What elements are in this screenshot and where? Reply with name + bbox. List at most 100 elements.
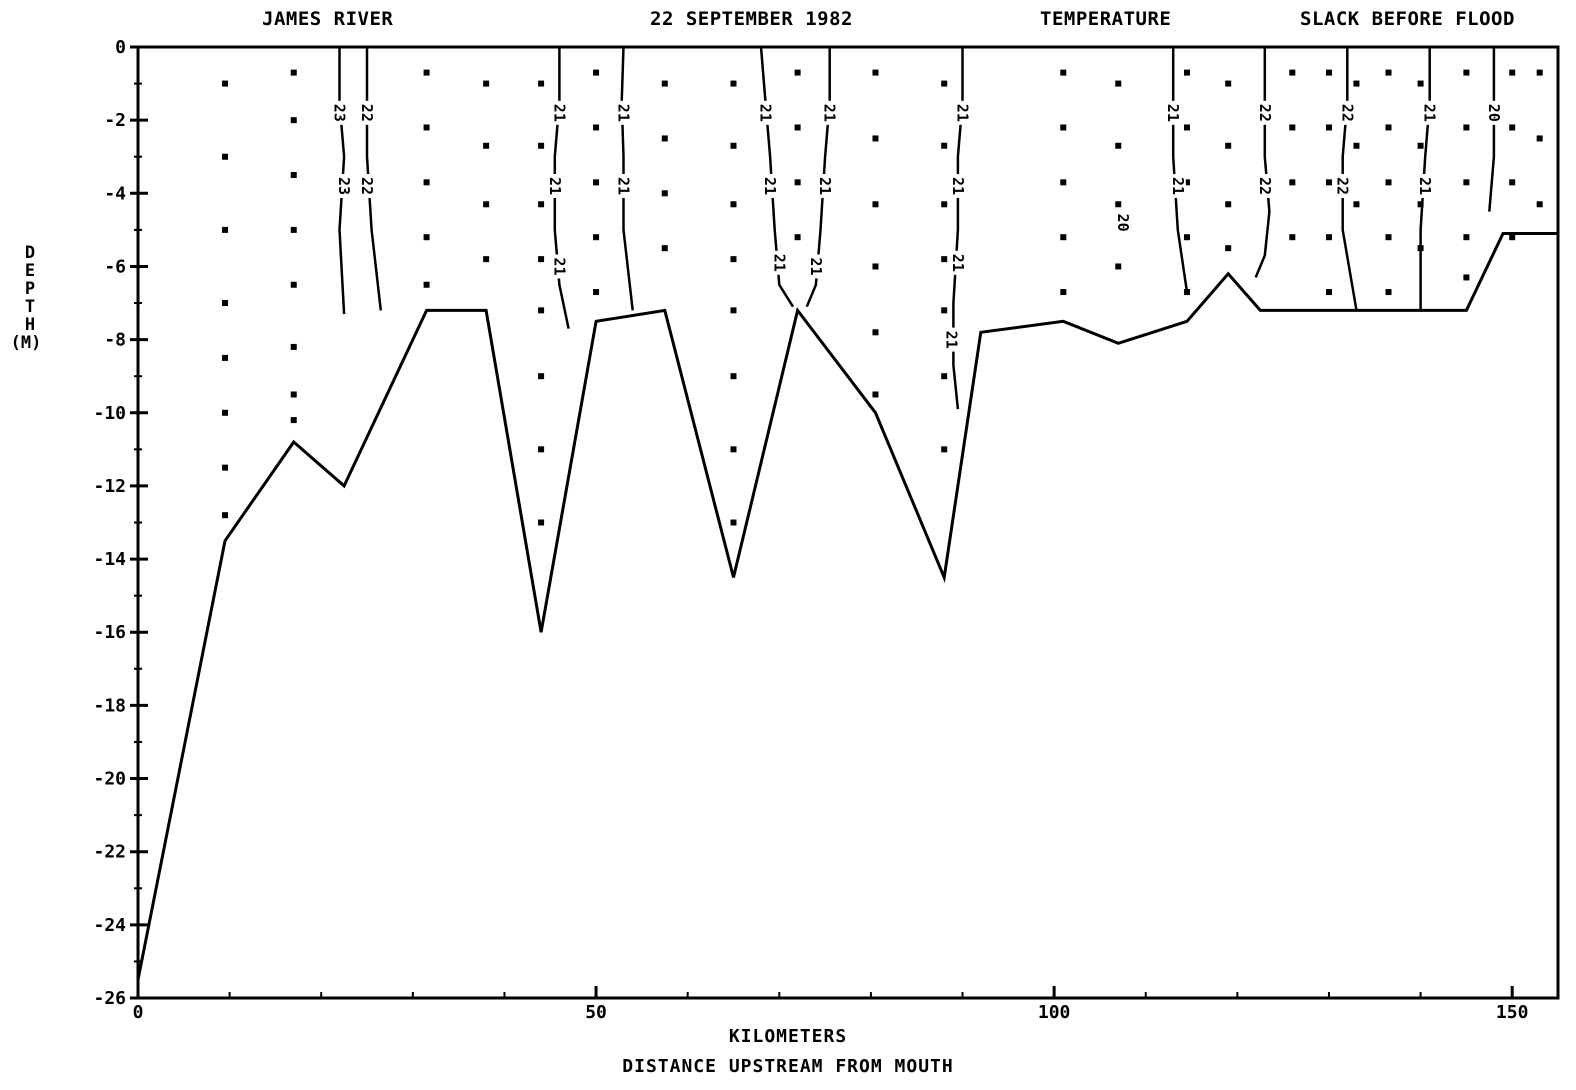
sample-point [1289, 69, 1296, 76]
contour-label-group: 21 [615, 173, 633, 198]
contour-label: 22 [1256, 177, 1274, 195]
sample-point [290, 417, 297, 424]
sample-point [730, 307, 737, 314]
sample-point [423, 179, 430, 186]
contour-label-group: 21 [816, 173, 834, 198]
x-axis-label: KILOMETERS [728, 1026, 848, 1047]
sample-point [1225, 245, 1232, 252]
contour-label-group: 22 [1334, 173, 1352, 198]
sample-point [1183, 124, 1190, 131]
sample-point [1060, 69, 1067, 76]
contour-label-bg [551, 100, 568, 125]
x-tick-label: 0 [133, 1002, 144, 1023]
sample-point [538, 307, 545, 314]
sample-point [1509, 69, 1516, 76]
y-axis-letter: D [24, 243, 36, 263]
contour-label: 21 [1416, 177, 1434, 195]
contour-label: 21 [949, 177, 967, 195]
y-tick-label: -14 [93, 549, 126, 570]
contour-label-group: 20 [1114, 210, 1132, 235]
sample-point [538, 80, 545, 87]
sample-point [1225, 201, 1232, 208]
y-tick-label: -2 [104, 110, 126, 131]
y-axis-letter: P [24, 279, 36, 299]
sample-point [222, 226, 229, 233]
contour-label: 21 [550, 104, 568, 122]
contour-label: 21 [943, 331, 961, 349]
sample-point [423, 234, 430, 241]
sample-point [1536, 201, 1543, 208]
y-tick-label: -26 [93, 988, 126, 1009]
sample-point [1353, 142, 1360, 149]
contour-label-group: 21 [949, 250, 967, 275]
sample-point [290, 172, 297, 179]
sample-point [483, 80, 490, 87]
contour-label-bg [762, 173, 779, 198]
y-tick-label: -20 [93, 769, 126, 790]
contour-label-group: 22 [1338, 100, 1356, 125]
contour-label-bg [1421, 100, 1438, 125]
y-tick-label: -24 [93, 915, 126, 936]
sample-point [1509, 124, 1516, 131]
contour-label: 22 [1338, 104, 1356, 122]
sample-point [941, 373, 948, 380]
sample-point [1325, 234, 1332, 241]
contour-label: 23 [335, 177, 353, 195]
contour-label-bg [359, 173, 376, 198]
contour-label: 21 [546, 177, 564, 195]
header-river-name: JAMES RIVER [262, 8, 394, 30]
sample-point [1417, 142, 1424, 149]
contour-label: 22 [358, 104, 376, 122]
contour-label: 22 [1334, 177, 1352, 195]
sample-point [730, 201, 737, 208]
sample-point [661, 80, 668, 87]
contour-label-group: 21 [550, 254, 568, 279]
sample-point [538, 446, 545, 453]
sample-point [1325, 289, 1332, 296]
x-axis-sublabel: DISTANCE UPSTREAM FROM MOUTH [622, 1056, 954, 1077]
contour-label-bg [546, 173, 563, 198]
sample-point [593, 124, 600, 131]
sample-point [941, 80, 948, 87]
y-tick-label: -6 [104, 256, 126, 277]
y-axis-letter: T [24, 297, 36, 317]
contour-label-bg [1114, 210, 1131, 235]
contour-label: 21 [615, 177, 633, 195]
y-tick-label: -18 [93, 695, 126, 716]
sample-point [1289, 179, 1296, 186]
sample-point [794, 179, 801, 186]
contour-label-group: 21 [615, 100, 633, 125]
contour-label-group: 21 [1164, 100, 1182, 125]
contour-label: 21 [1169, 177, 1187, 195]
sample-point [290, 391, 297, 398]
sample-point [483, 256, 490, 263]
contour-label-group: 23 [335, 173, 353, 198]
sample-point [730, 80, 737, 87]
sample-point [593, 179, 600, 186]
contour-label-bg [1256, 100, 1273, 125]
sample-point [1536, 69, 1543, 76]
sample-point [872, 263, 879, 270]
contour-label: 23 [331, 104, 349, 122]
isotherm-line [1171, 47, 1189, 293]
contour-label-group: 21 [807, 254, 825, 279]
sample-point [1289, 124, 1296, 131]
sample-point [941, 307, 948, 314]
sample-point [290, 226, 297, 233]
sample-point [730, 256, 737, 263]
contour-label: 21 [770, 254, 788, 272]
contour-label-bg [1485, 100, 1502, 125]
contour-label-bg [949, 173, 966, 198]
sample-point [538, 142, 545, 149]
y-tick-label: -10 [93, 403, 126, 424]
sample-point [872, 329, 879, 336]
contour-label-bg [1334, 173, 1351, 198]
contour-label: 20 [1485, 104, 1503, 122]
x-tick-label: 50 [585, 1002, 607, 1023]
sample-point [423, 281, 430, 288]
contour-label: 21 [949, 254, 967, 272]
sample-point [222, 300, 229, 307]
contour-label: 22 [358, 177, 376, 195]
bottom-profile-line [136, 232, 1558, 980]
